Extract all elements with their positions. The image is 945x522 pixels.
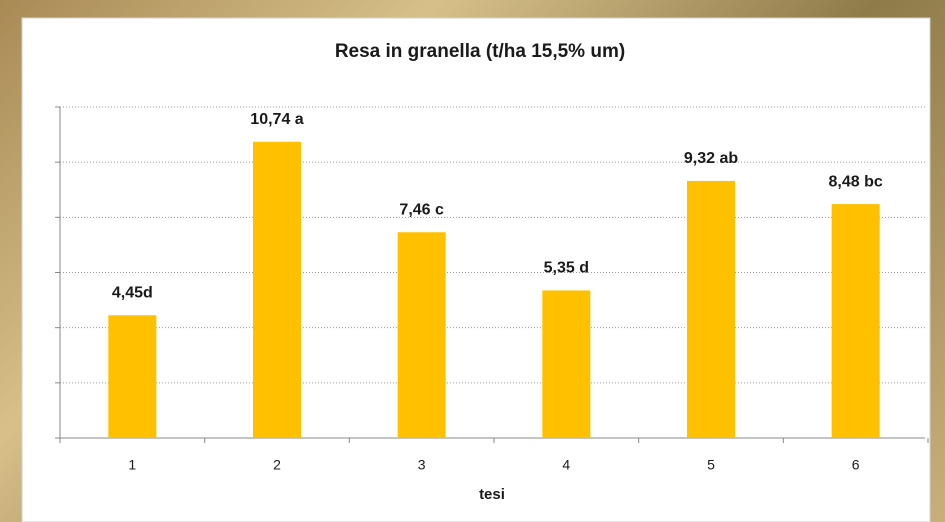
bar [687, 181, 735, 438]
x-tick-label: 4 [562, 457, 570, 473]
value-label: 10,74 a [250, 111, 303, 128]
x-tick-label: 6 [852, 457, 860, 473]
value-label: 4,45d [112, 284, 153, 301]
value-label: 7,46 c [399, 201, 444, 218]
x-tick-label: 1 [128, 457, 136, 473]
x-tick-label: 5 [707, 457, 715, 473]
bar [832, 204, 880, 438]
value-label: 5,35 d [544, 260, 589, 277]
chart-card [22, 18, 930, 522]
bar [398, 232, 446, 438]
chart: Resa in granella (t/ha 15,5% um) tesi 1 4… [0, 0, 945, 522]
bar [253, 142, 301, 438]
value-label: 8,48 bc [829, 173, 883, 190]
x-tick-label: 3 [418, 457, 426, 473]
chart-title: Resa in granella (t/ha 15,5% um) [335, 41, 625, 62]
x-axis-title: tesi [479, 486, 505, 503]
bar [542, 290, 590, 438]
bar [108, 315, 156, 438]
value-label: 9,32 ab [684, 150, 738, 167]
x-tick-label: 2 [273, 457, 281, 473]
